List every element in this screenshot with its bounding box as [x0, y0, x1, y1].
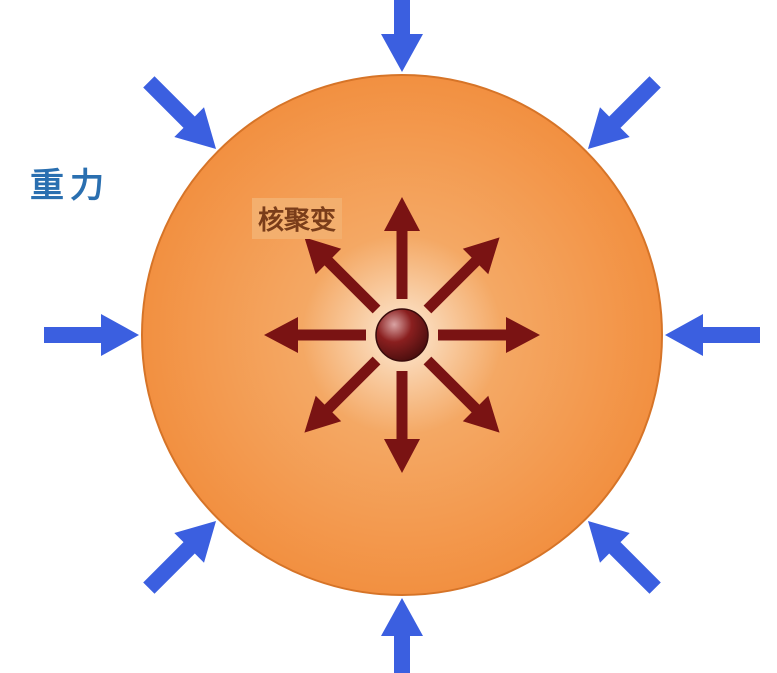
gravity-arrow: [588, 521, 661, 594]
diagram-canvas: 重力 核聚变: [0, 0, 777, 673]
fusion-label: 核聚变: [252, 198, 342, 239]
gravity-arrow: [588, 76, 661, 149]
gravity-arrow: [143, 76, 216, 149]
core-sphere: [376, 309, 428, 361]
gravity-arrow: [381, 0, 423, 72]
gravity-arrow: [381, 598, 423, 673]
gravity-arrow: [143, 521, 216, 594]
gravity-arrow: [665, 314, 760, 356]
gravity-label: 重力: [30, 158, 110, 207]
gravity-arrow: [44, 314, 139, 356]
diagram-svg: [0, 0, 777, 673]
